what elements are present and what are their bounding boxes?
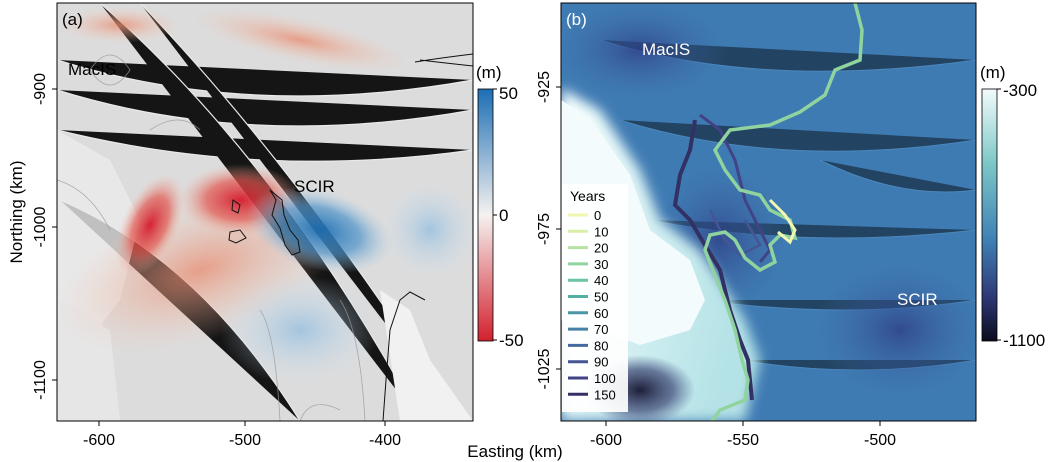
- panel-b-colorbar-unit: (m): [980, 63, 1005, 82]
- legend-entry-label: 150: [594, 387, 616, 402]
- panel-a-ytick: -1100: [32, 360, 49, 400]
- panel-b-ytick: -1025: [536, 348, 553, 389]
- panel-b-ytick: -975: [536, 213, 553, 245]
- y-axis-label: Northing (km): [7, 161, 26, 264]
- panel-a-xtick: -400: [369, 432, 401, 449]
- panel-a-region-scir: SCIR: [294, 177, 335, 196]
- panel-a-ytick: -1000: [32, 206, 49, 247]
- legend-title: Years: [570, 188, 605, 204]
- legend-entry-label: 40: [594, 273, 608, 288]
- panel-b-region-macis: MacIS: [642, 40, 690, 59]
- panel-a-label: (a): [62, 10, 83, 29]
- panel-a-ytick: -900: [32, 73, 49, 105]
- panel-b-label: (b): [566, 10, 587, 29]
- panel-a-map: [56, 2, 474, 422]
- panel-a-colorbar-tick: 50: [499, 84, 518, 103]
- panel-a-colorbar: [477, 88, 497, 342]
- panel-a-xtick: -500: [229, 432, 261, 449]
- legend-entry-label: 80: [594, 338, 608, 353]
- panel-b-colorbar-tick: -300: [1003, 81, 1037, 100]
- legend-entry-label: 0: [594, 208, 601, 223]
- panel-b-frame: [560, 2, 977, 422]
- panel-a-region-macis: MacIS: [68, 60, 116, 79]
- panel-a-xtick: -600: [83, 432, 115, 449]
- panel-b-xtick: -550: [727, 432, 759, 449]
- panel-a-colorbar-tick: 0: [499, 206, 508, 225]
- panel-a-x-ticks: [98, 421, 386, 426]
- legend-entry-label: 100: [594, 371, 616, 386]
- panel-b-colorbar: [981, 88, 1001, 342]
- panel-a-frame: [56, 2, 474, 422]
- legend-entry-label: 90: [594, 355, 608, 370]
- legend-entry-label: 60: [594, 306, 608, 321]
- panel-b-xtick: -600: [590, 432, 622, 449]
- legend-entry-label: 50: [594, 290, 608, 305]
- panel-b-map: [560, 2, 977, 422]
- panel-b-region-scir: SCIR: [897, 290, 938, 309]
- panel-b-x-ticks: [605, 421, 881, 426]
- legend-entry-label: 30: [594, 257, 608, 272]
- x-axis-label: Easting (km): [467, 442, 562, 461]
- legend-entry-label: 10: [594, 224, 608, 239]
- panel-b-y-ticks: [556, 86, 561, 370]
- panel-b-xtick: -500: [864, 432, 896, 449]
- panel-a-colorbar-unit: (m): [476, 63, 501, 82]
- legend-entry-label: 20: [594, 241, 608, 256]
- panel-a-y-ticks: [52, 88, 57, 381]
- panel-b-colorbar-tick: -1100: [1003, 331, 1045, 350]
- panel-a-colorbar-tick: -50: [499, 331, 524, 350]
- panel-b-ytick: -925: [536, 71, 553, 103]
- legend-entry-label: 70: [594, 322, 608, 337]
